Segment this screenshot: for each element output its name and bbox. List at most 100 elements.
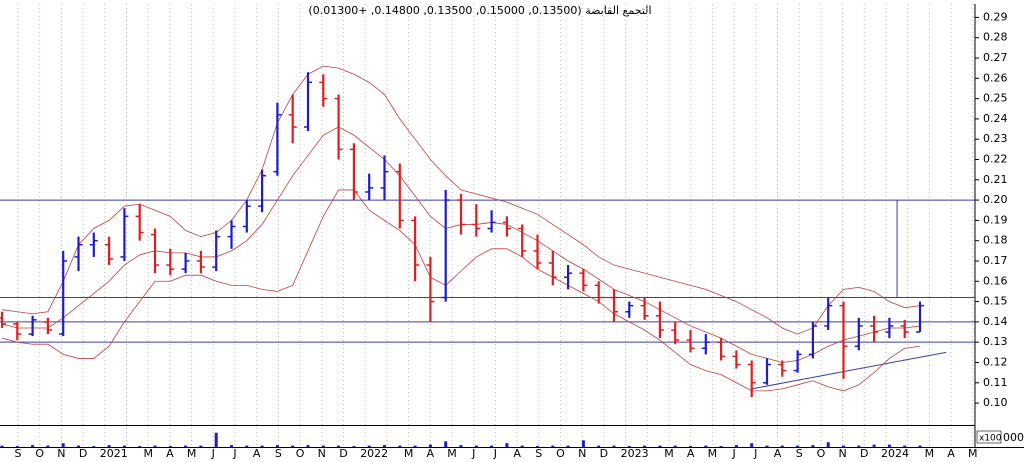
volume-bar (337, 445, 341, 447)
y-tick-label: 0.20 (983, 193, 1008, 206)
x-tick-label: M (968, 447, 978, 460)
volume-bar (459, 445, 463, 447)
volume-bar (566, 445, 570, 447)
y-tick-label: 0.26 (983, 71, 1008, 84)
volume-bar (15, 446, 19, 447)
x-tick-label: M (447, 447, 457, 460)
x-tick-label: N (318, 447, 326, 460)
x-tick-label: S (275, 447, 282, 460)
y-tick-label: 0.19 (983, 213, 1008, 226)
volume-bar (872, 444, 876, 447)
volume-bar (811, 445, 815, 447)
y-tick-label: 0.23 (983, 132, 1008, 145)
x-tick-label: A (427, 447, 435, 460)
volume-bar (168, 446, 172, 447)
volume-bar (153, 445, 157, 447)
x-tick-label: D (600, 447, 608, 460)
x-tick-label: D (339, 447, 347, 460)
volume-bar (107, 445, 111, 447)
x-tick-label: D (79, 447, 87, 460)
x-tick-label: M (708, 447, 718, 460)
volume-bar (581, 440, 585, 447)
volume-bar (291, 445, 295, 447)
volume-tick: 000 (1003, 431, 1024, 444)
y-tick-label: 0.18 (983, 234, 1008, 247)
volume-bar (597, 445, 601, 447)
x-tick-label: A (687, 447, 695, 460)
volume-bar (765, 445, 769, 447)
x-tick-label: D (860, 447, 868, 460)
x-tick-label: N (578, 447, 586, 460)
volume-bar (505, 443, 509, 447)
volume-bar (918, 445, 922, 447)
volume-bar (719, 446, 723, 447)
x-tick-label: M (664, 447, 674, 460)
volume-bar (61, 443, 65, 447)
volume-bar (122, 445, 126, 447)
volume-bar (184, 445, 188, 447)
y-tick-label: 0.12 (983, 355, 1008, 368)
x-tick-label: 2024 (881, 447, 909, 460)
volume-bar (413, 445, 417, 447)
x-tick-label: A (166, 447, 174, 460)
volume-bar (230, 445, 233, 447)
y-tick-label: 0.21 (983, 173, 1008, 186)
volume-bar (321, 445, 325, 447)
y-tick-label: 0.16 (983, 274, 1008, 287)
volume-bar (627, 446, 631, 447)
y-tick-label: 0.25 (983, 92, 1008, 105)
x-tick-label: J (753, 447, 757, 460)
chart-title: التجمع القابضة (0.13500, 0.15000, 0.1350… (308, 4, 651, 17)
x-tick-label: A (947, 447, 955, 460)
volume-bar (612, 445, 616, 447)
volume-bar (796, 445, 800, 447)
volume-bar (734, 445, 738, 447)
trend-line (751, 351, 947, 390)
volume-bar (92, 446, 96, 447)
volume-bar (673, 445, 677, 447)
volume-bar (138, 446, 142, 447)
y-tick-label: 0.24 (983, 112, 1008, 125)
y-tick-label: 0.10 (983, 396, 1008, 409)
band-lower (1, 189, 921, 392)
volume-bar (352, 446, 356, 447)
x-tick-label: O (817, 447, 826, 460)
x-tick-label: O (296, 447, 305, 460)
y-tick-label: 0.13 (983, 335, 1008, 348)
volume-bar (643, 445, 647, 447)
x-tick-label: J (493, 447, 497, 460)
volume-bar (367, 445, 371, 447)
y-tick-label: 0.27 (983, 51, 1008, 64)
x-tick-label: S (796, 447, 803, 460)
y-tick-label: 0.14 (983, 315, 1008, 328)
volume-bar (857, 445, 861, 447)
volume-bar (398, 445, 402, 447)
volume-bar (306, 445, 310, 447)
volume-bar (887, 444, 891, 447)
x-tick-label: 2022 (360, 447, 388, 460)
volume-bar (428, 444, 432, 447)
volume-unit-box (976, 430, 1002, 444)
y-tick-label: 0.11 (983, 376, 1008, 389)
volume-bar (750, 443, 754, 447)
x-tick-label: M (404, 447, 414, 460)
volume-bar (520, 445, 524, 447)
x-tick-label: S (535, 447, 542, 460)
x-tick-label: A (253, 447, 261, 460)
y-tick-label: 0.28 (983, 31, 1008, 44)
x-tick-label: A (513, 447, 521, 460)
volume-bar (0, 445, 4, 447)
volume-bar (536, 446, 539, 447)
volume-bar (444, 441, 448, 447)
x-tick-label: N (838, 447, 846, 460)
x-tick-label: N (57, 447, 65, 460)
x-tick-label: S (15, 447, 22, 460)
volume-bar (474, 445, 478, 447)
volume-bar (46, 445, 50, 447)
volume-bar (383, 445, 386, 447)
volume-bar (275, 445, 279, 447)
y-tick-label: 0.29 (983, 10, 1008, 23)
volume-bar (214, 432, 218, 447)
x-tick-label: O (556, 447, 565, 460)
